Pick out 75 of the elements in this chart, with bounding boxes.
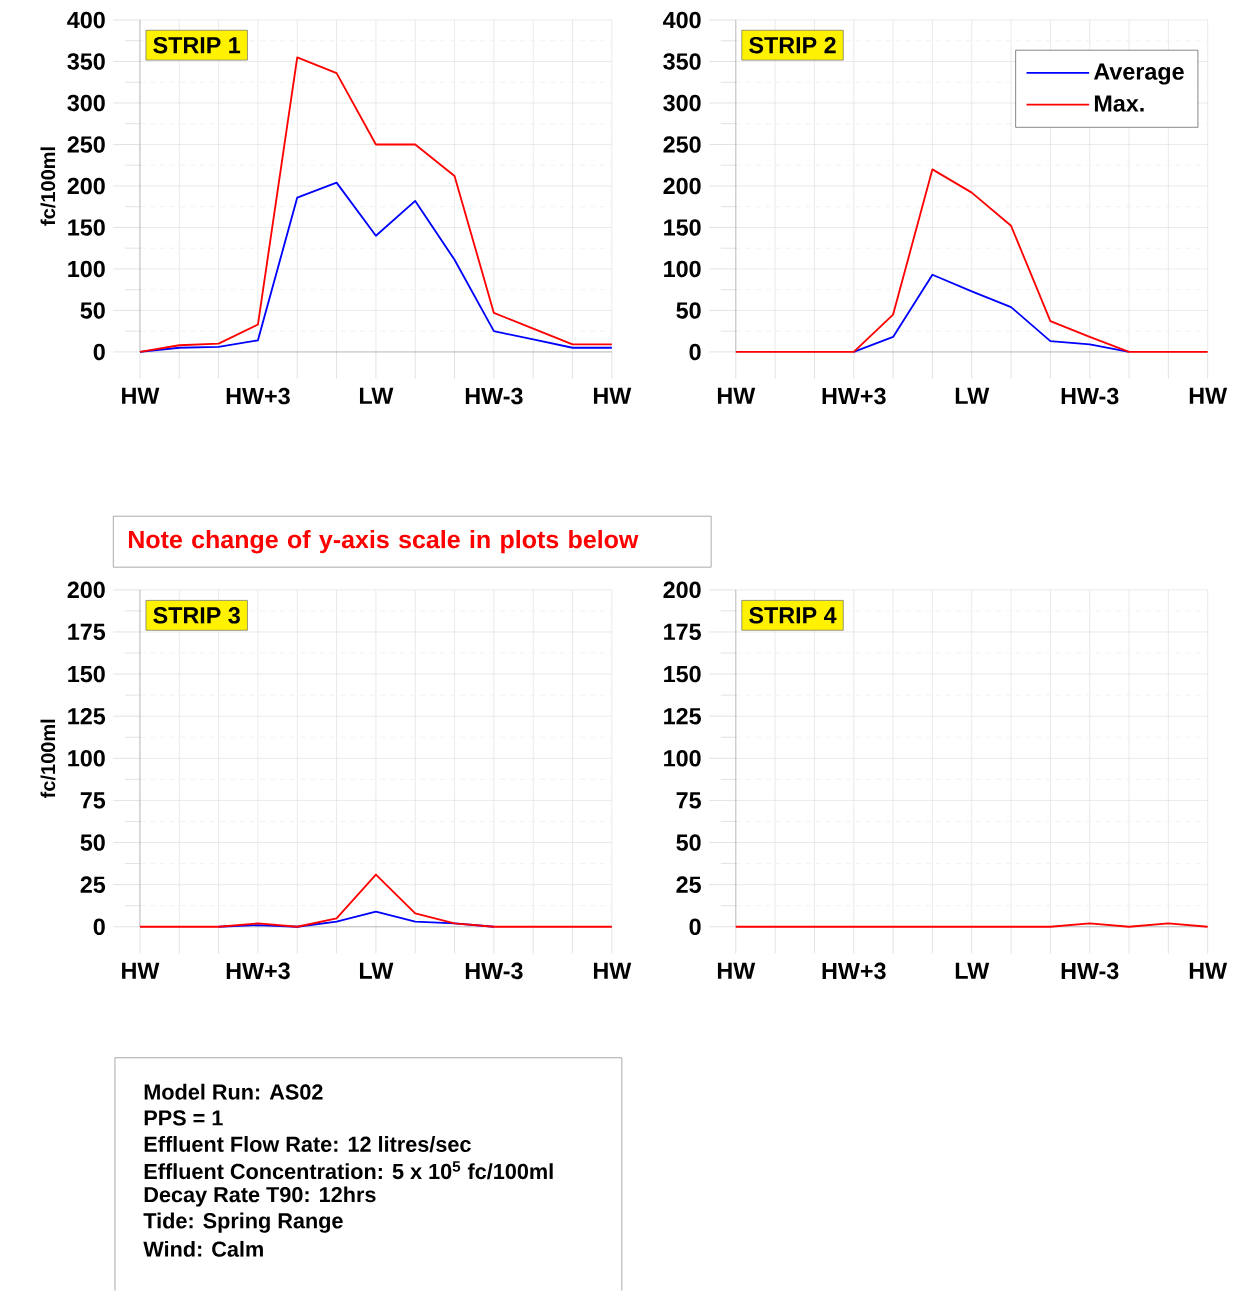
- x-tick-label: HW: [1190, 962, 1228, 979]
- y-tick-label: 150: [68, 665, 105, 683]
- x-tick-label: HW: [594, 962, 632, 979]
- y-tick-label: 25: [676, 876, 702, 893]
- x-tick-label: HW: [1190, 387, 1228, 404]
- y-tick-label: 400: [663, 11, 701, 29]
- y-axis-title: fc/100ml: [40, 719, 56, 798]
- y-tick-label: 100: [664, 750, 701, 767]
- text: Effluent Flow Rate: 12 litres/sec: [144, 1136, 472, 1153]
- x-tick-label: LW: [956, 387, 990, 404]
- y-tick-label: 125: [68, 707, 106, 725]
- x-tick-label: HW: [718, 962, 756, 979]
- x-tick-label: HW-3: [1061, 387, 1119, 405]
- text: Wind: Calm: [143, 1240, 264, 1257]
- y-tick-label: 50: [676, 834, 701, 851]
- y-tick-label: 250: [67, 136, 105, 153]
- y-tick-label: 75: [676, 792, 702, 809]
- y-tick-label: 150: [68, 219, 105, 236]
- x-tick-label: HW: [122, 387, 160, 404]
- y-tick-label: 25: [80, 876, 106, 893]
- y-tick-label: 250: [663, 136, 701, 153]
- x-tick-label: HW: [594, 387, 632, 404]
- y-tick-label: 350: [67, 53, 105, 70]
- y-tick-label: 50: [676, 302, 701, 319]
- x-tick-label: LW: [360, 962, 394, 979]
- line-series: [853, 273, 1131, 353]
- y-tick-label: 50: [80, 302, 105, 319]
- y-tick-label: 175: [664, 623, 702, 641]
- line-series: [139, 181, 613, 353]
- text: Note change of y-axis scale in plots below: [129, 529, 639, 554]
- x-tick-label: HW+3: [822, 962, 886, 980]
- text: STRIP 3: [153, 607, 241, 624]
- y-tick-label: 400: [67, 11, 105, 29]
- text: Model Run: AS02: [144, 1083, 323, 1100]
- x-tick-label: HW: [718, 387, 756, 404]
- x-tick-label: HW-3: [466, 387, 523, 405]
- y-tick-label: 0: [93, 343, 105, 361]
- text: Decay Rate T90: 12hrs: [144, 1186, 376, 1207]
- y-tick-label: 350: [663, 53, 701, 70]
- text: STRIP 4: [749, 607, 837, 624]
- y-tick-label: 125: [664, 707, 702, 725]
- text: STRIP 2: [749, 36, 836, 54]
- y-tick-label: 200: [67, 581, 105, 599]
- y-tick-label: 200: [67, 177, 105, 195]
- y-tick-label: 0: [689, 343, 701, 361]
- x-tick-label: LW: [956, 962, 990, 979]
- y-tick-label: 175: [68, 623, 106, 641]
- legend-label: Average: [1094, 63, 1184, 85]
- text: PPS = 1: [144, 1110, 223, 1126]
- legend-label: Max.: [1095, 95, 1144, 112]
- y-tick-label: 100: [68, 260, 105, 278]
- text: Tide: Spring Range: [143, 1212, 343, 1233]
- y-tick-label: 300: [67, 94, 105, 112]
- y-tick-label: 100: [664, 260, 701, 278]
- y-tick-label: 0: [93, 918, 105, 936]
- x-tick-label: HW+3: [226, 962, 290, 980]
- y-tick-label: 0: [689, 918, 701, 936]
- y-tick-label: 200: [663, 177, 701, 195]
- x-tick-label: HW-3: [1061, 962, 1119, 980]
- line-series: [139, 56, 613, 353]
- x-tick-label: HW+3: [226, 387, 290, 405]
- y-axis-title: fc/100ml: [40, 147, 56, 226]
- y-tick-label: 100: [68, 750, 105, 767]
- y-tick-label: 150: [664, 665, 701, 683]
- text: STRIP 1: [153, 36, 241, 54]
- text: Effluent Concentration: 5 x 10$^{5}$ fc/100ml: [144, 1161, 553, 1180]
- x-tick-label: LW: [360, 387, 394, 404]
- y-tick-label: 75: [80, 792, 106, 809]
- x-tick-label: HW: [122, 962, 160, 979]
- x-tick-label: HW-3: [466, 962, 523, 980]
- y-tick-label: 50: [80, 834, 105, 851]
- y-tick-label: 200: [663, 581, 701, 599]
- y-tick-label: 300: [663, 94, 701, 112]
- y-tick-label: 150: [664, 219, 701, 236]
- x-tick-label: HW+3: [822, 387, 886, 405]
